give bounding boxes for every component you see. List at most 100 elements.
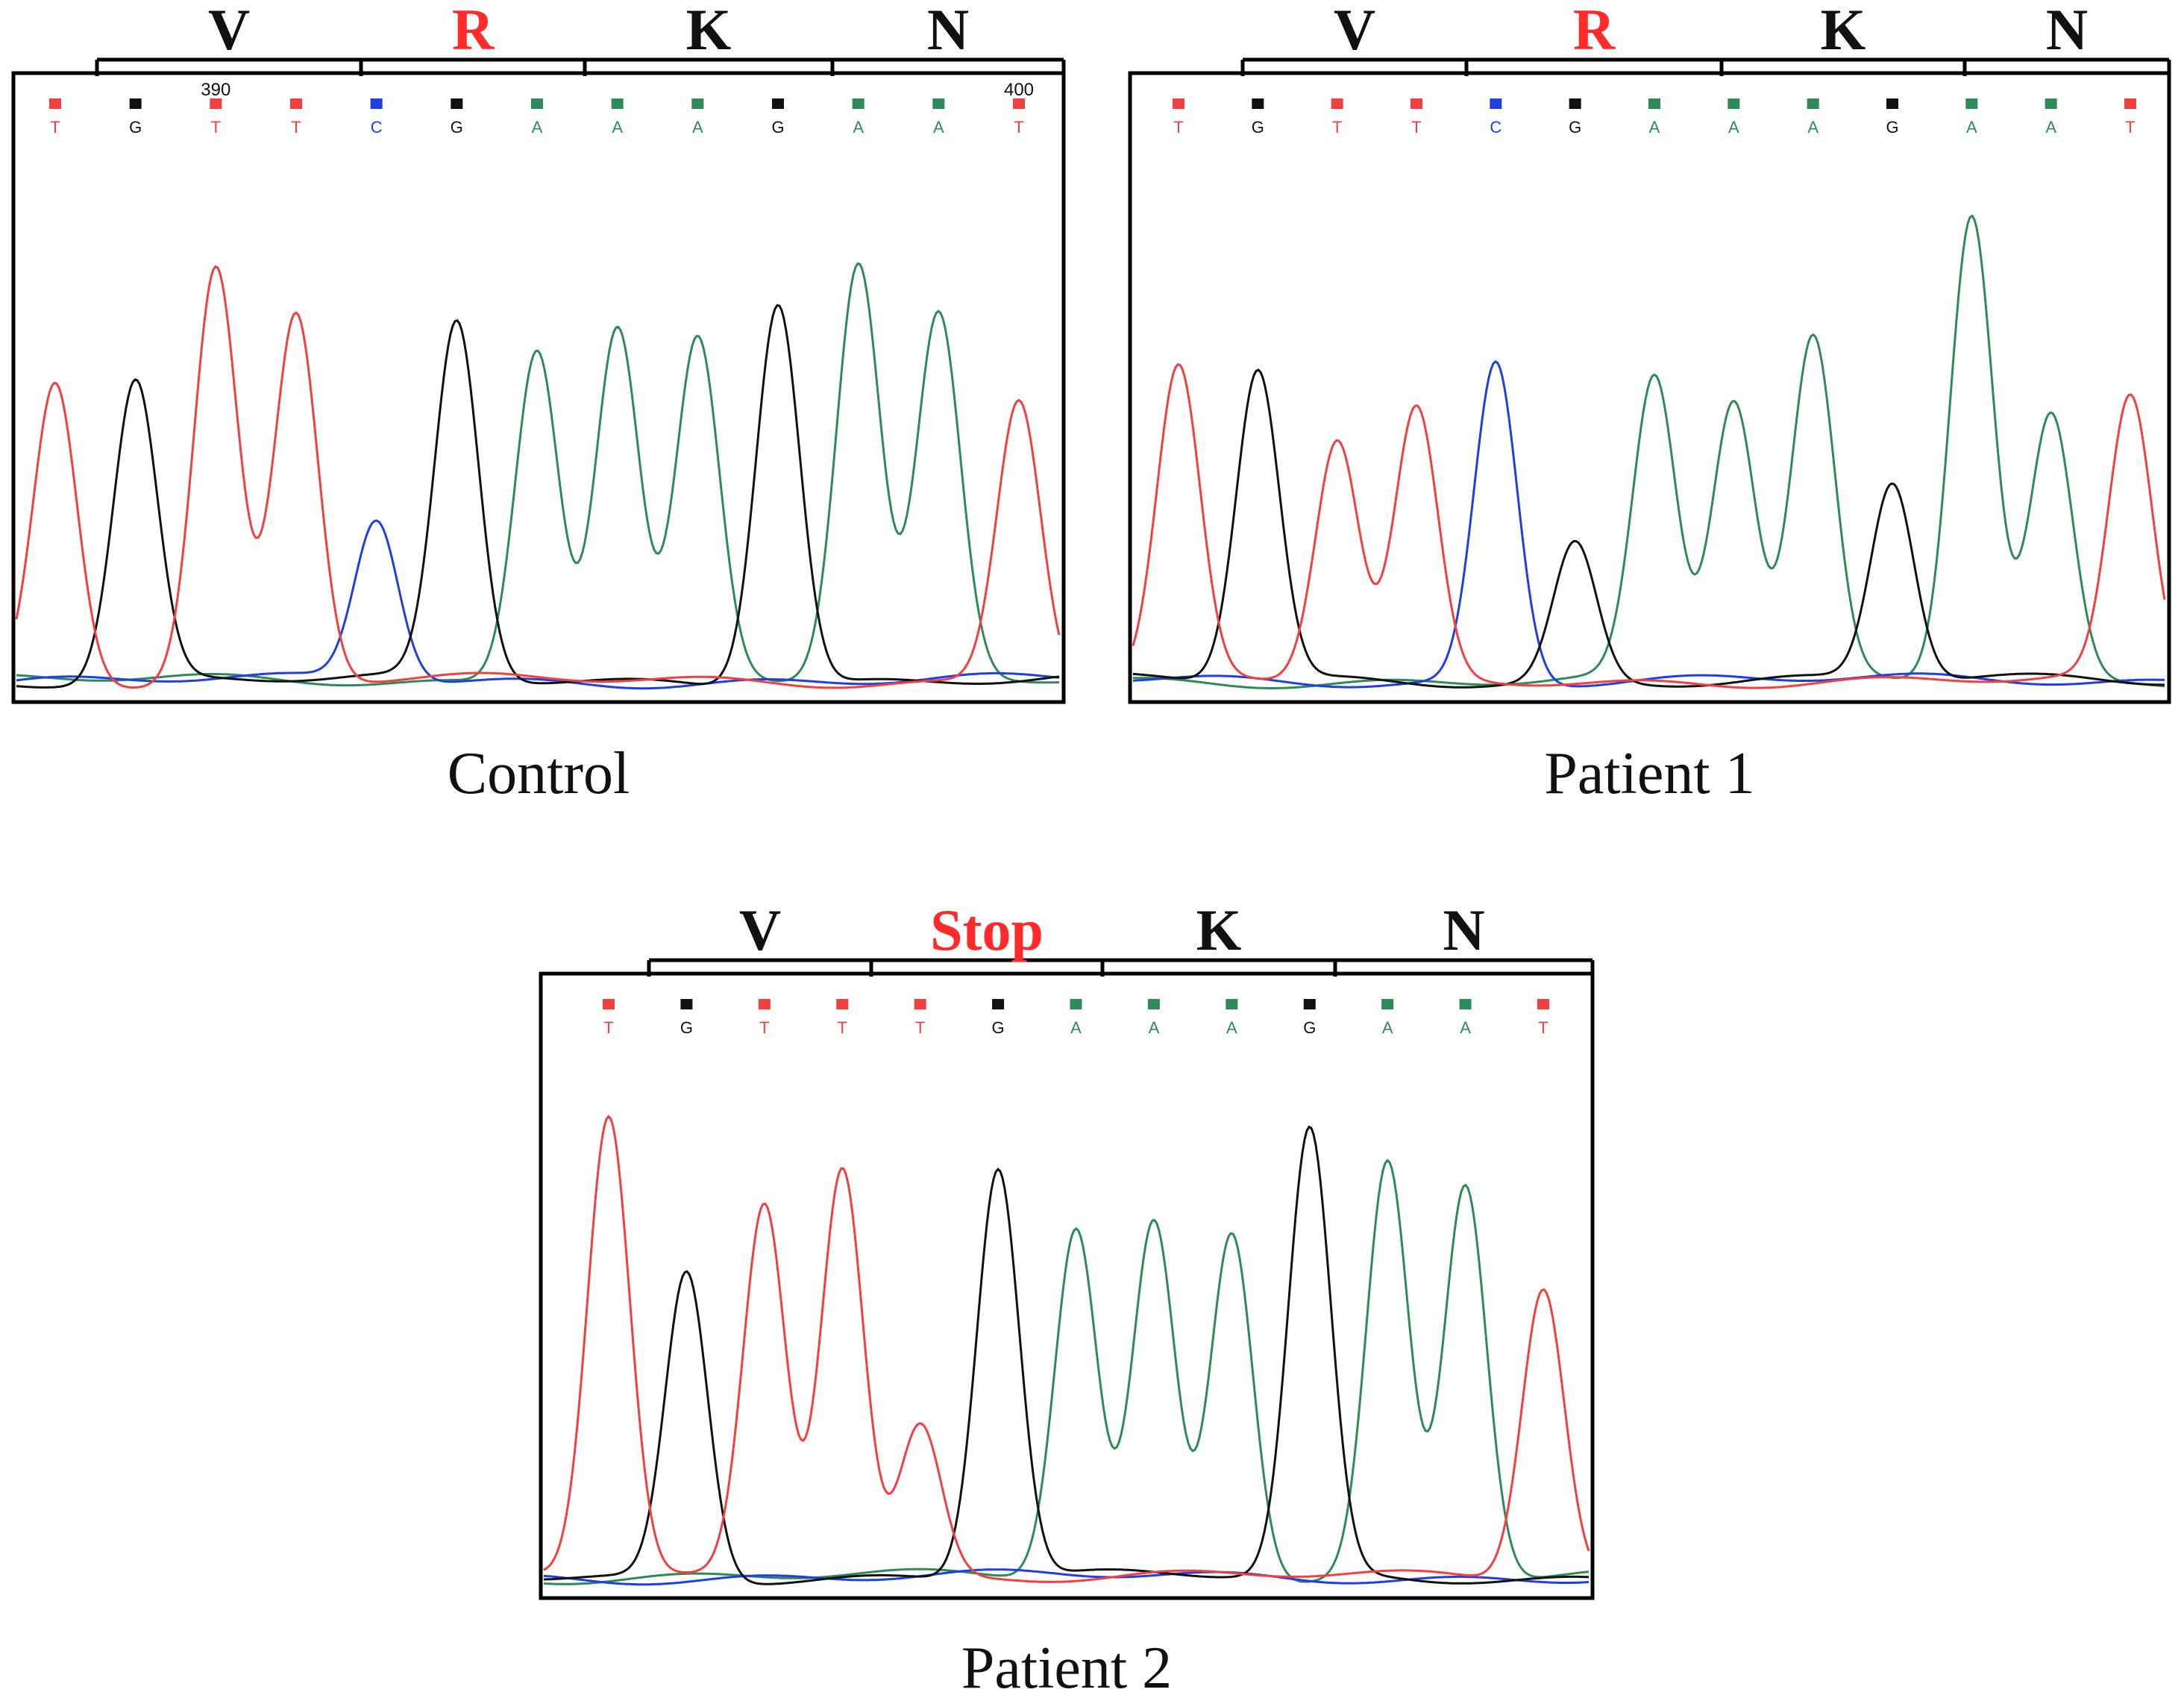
- base-call: T: [759, 1018, 769, 1037]
- base-call-marker: [1070, 999, 1082, 1009]
- base-call: T: [1332, 118, 1342, 137]
- codon-label: R: [1573, 0, 1616, 62]
- base-call-marker: [1147, 999, 1160, 1009]
- base-call: A: [1966, 118, 1977, 137]
- codon-label: K: [1196, 898, 1242, 962]
- base-call: T: [915, 1018, 925, 1037]
- base-call-marker: [1303, 999, 1316, 1009]
- base-call: G: [680, 1018, 693, 1037]
- trace-a: [1132, 214, 2165, 689]
- trace-a: [543, 1159, 1590, 1585]
- base-call: T: [603, 1018, 613, 1037]
- trace-c: [543, 1568, 1590, 1586]
- position-number: 400: [1004, 80, 1034, 100]
- codon-labels: V R K N: [1334, 0, 2088, 62]
- trace-a: [16, 262, 1060, 687]
- chromatogram-panel-control: V R K N 390 400 T G T T C G A A A G A A …: [11, 0, 1066, 806]
- base-call-marker: [1886, 98, 1898, 109]
- panel-caption: Patient 2: [961, 1635, 1172, 1701]
- base-call: T: [1173, 118, 1183, 137]
- trace-g: [543, 1125, 1590, 1585]
- base-call-marker: [836, 999, 849, 1009]
- base-call: A: [933, 118, 944, 137]
- base-call: A: [1070, 1018, 1082, 1037]
- base-call-marker: [992, 999, 1005, 1009]
- base-call-marker: [1490, 98, 1502, 109]
- base-call: T: [1411, 118, 1421, 137]
- base-call-marker: [1173, 98, 1184, 109]
- codon-label: K: [686, 0, 732, 62]
- base-call-marker: [611, 98, 624, 109]
- trace-c: [16, 519, 1060, 690]
- chromatogram-panel-patient-2: V Stop K N T G T T T G A A A G A A T Pat…: [539, 898, 1595, 1701]
- base-call-marker: [370, 98, 383, 109]
- codon-label: K: [1821, 0, 1866, 62]
- base-call: C: [371, 118, 383, 137]
- base-call-marker: [210, 98, 222, 109]
- codon-label: N: [1443, 898, 1484, 962]
- base-call: A: [1149, 1018, 1160, 1037]
- base-call-marker: [932, 98, 945, 109]
- chromatogram-panel-patient-1: V R K N T G T T C G A A A G A A T Patien…: [1128, 0, 2171, 806]
- base-call: G: [1569, 118, 1581, 137]
- codon-label: N: [927, 0, 969, 62]
- base-call-marker: [1648, 98, 1660, 109]
- base-call-marker: [1331, 98, 1343, 109]
- codon-labels: V Stop K N: [739, 898, 1485, 962]
- base-call-marker: [691, 98, 704, 109]
- base-call-markers: [49, 98, 1025, 109]
- base-call-marker: [451, 98, 463, 109]
- base-call: A: [1728, 118, 1739, 137]
- base-call-marker: [1965, 98, 1978, 109]
- base-call-marker: [1226, 999, 1238, 1009]
- base-call-marker: [1537, 999, 1549, 1009]
- base-call: G: [771, 118, 784, 137]
- position-number: 390: [201, 80, 230, 100]
- trace-frame: [539, 971, 1595, 1600]
- codon-label: V: [739, 898, 781, 962]
- base-call-marker: [1569, 98, 1581, 109]
- base-call-letters: T G T T C G A A A G A A T: [50, 118, 1023, 137]
- base-call: A: [1382, 1018, 1393, 1037]
- base-call-marker: [914, 999, 926, 1009]
- codon-tick-marks: [95, 57, 1066, 76]
- base-call: G: [992, 1018, 1005, 1037]
- panel-caption: Control: [448, 741, 630, 806]
- base-call: G: [451, 118, 463, 137]
- base-call: A: [1649, 118, 1660, 137]
- base-call: A: [1226, 1018, 1237, 1037]
- position-numbers: 390 400: [201, 80, 1034, 100]
- trace-frame: [11, 71, 1066, 704]
- base-call: A: [853, 118, 864, 137]
- base-call-marker: [603, 999, 615, 1009]
- codon-label: V: [208, 0, 250, 62]
- trace-g: [16, 304, 1060, 689]
- base-call: T: [1538, 1018, 1548, 1037]
- base-call-marker: [1807, 98, 1819, 109]
- base-call-marker: [2045, 98, 2057, 109]
- codon-label: R: [452, 0, 495, 62]
- trace-t: [543, 1115, 1590, 1583]
- base-call-marker: [1381, 999, 1394, 1009]
- base-call-marker: [680, 999, 693, 1009]
- codon-label: N: [2046, 0, 2088, 62]
- base-call-marker: [1013, 98, 1025, 109]
- base-call: A: [1807, 118, 1819, 137]
- base-call-marker: [531, 98, 543, 109]
- base-call: T: [1014, 118, 1023, 137]
- base-call-marker: [852, 98, 865, 109]
- fluorescence-traces: [543, 1115, 1590, 1586]
- base-call-marker: [290, 98, 302, 109]
- base-call-letters: T G T T C G A A A G A A T: [1173, 118, 2135, 137]
- base-call-marker: [49, 98, 61, 109]
- trace-t: [1132, 363, 2166, 689]
- codon-labels: V R K N: [208, 0, 969, 62]
- base-call: T: [291, 118, 301, 137]
- trace-g: [1132, 368, 2165, 689]
- base-call: A: [2045, 118, 2056, 137]
- base-call-marker: [2124, 98, 2136, 109]
- codon-tick-marks: [647, 958, 1595, 977]
- base-call: T: [211, 118, 221, 137]
- base-call: G: [1886, 118, 1898, 137]
